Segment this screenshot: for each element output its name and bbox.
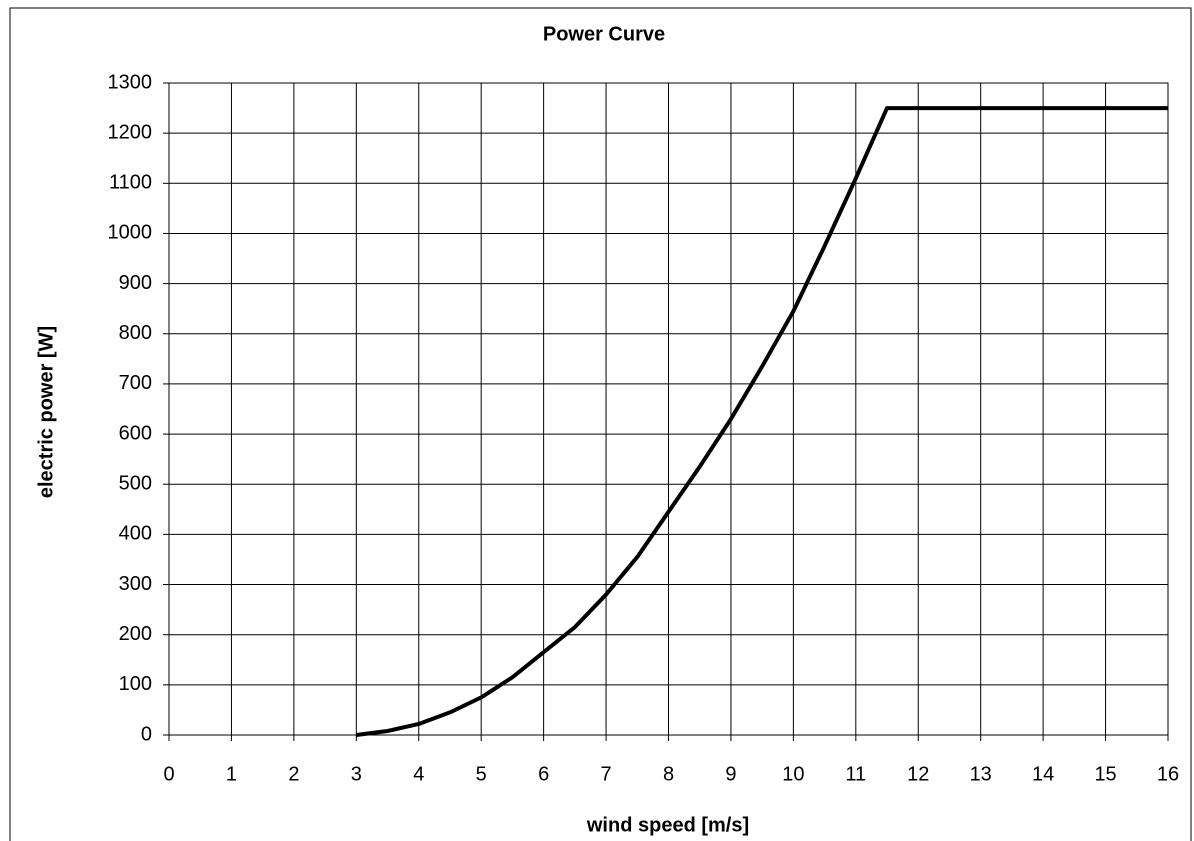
y-tick-label: 0 bbox=[141, 723, 152, 745]
x-tick-label: 5 bbox=[476, 763, 487, 785]
y-tick-label: 700 bbox=[119, 372, 152, 394]
x-tick-label: 12 bbox=[907, 763, 929, 785]
x-tick-label: 0 bbox=[163, 763, 174, 785]
x-tick-label: 16 bbox=[1157, 763, 1179, 785]
x-tick-label: 10 bbox=[782, 763, 804, 785]
x-tick-label: 11 bbox=[845, 763, 866, 785]
plot-border bbox=[168, 82, 1169, 736]
x-tick-label: 8 bbox=[663, 763, 674, 785]
y-tick-label: 1300 bbox=[108, 71, 153, 93]
y-tick-label: 1000 bbox=[108, 222, 153, 244]
y-tick-label: 100 bbox=[119, 673, 152, 695]
x-tick-label: 13 bbox=[970, 763, 992, 785]
y-tick-label: 500 bbox=[119, 473, 152, 495]
x-tick-label: 3 bbox=[351, 763, 362, 785]
chart-title: Power Curve bbox=[543, 23, 665, 45]
y-tick-label: 800 bbox=[119, 322, 152, 344]
y-tick-label: 600 bbox=[119, 422, 152, 444]
data-line bbox=[356, 106, 1168, 737]
y-tick-label: 900 bbox=[119, 272, 152, 294]
x-tick-label: 6 bbox=[538, 763, 549, 785]
x-tick-label: 7 bbox=[601, 763, 612, 785]
y-tick-label: 1100 bbox=[109, 172, 152, 194]
x-tick-label: 9 bbox=[725, 763, 736, 785]
y-tick-label: 400 bbox=[119, 523, 152, 545]
y-tick-label: 200 bbox=[119, 623, 152, 645]
x-tick-label: 4 bbox=[413, 763, 424, 785]
y-tick-label: 300 bbox=[119, 573, 152, 595]
x-axis-label: wind speed [m/s] bbox=[586, 814, 749, 836]
x-tick-label: 15 bbox=[1094, 763, 1116, 785]
frame bbox=[9, 7, 1192, 841]
y-axis-label: electric power [W] bbox=[35, 326, 57, 498]
x-tick-label: 1 bbox=[226, 763, 237, 785]
x-tick-label: 14 bbox=[1032, 763, 1054, 785]
y-tick-label: 1200 bbox=[108, 121, 153, 143]
x-tick-label: 2 bbox=[288, 763, 299, 785]
